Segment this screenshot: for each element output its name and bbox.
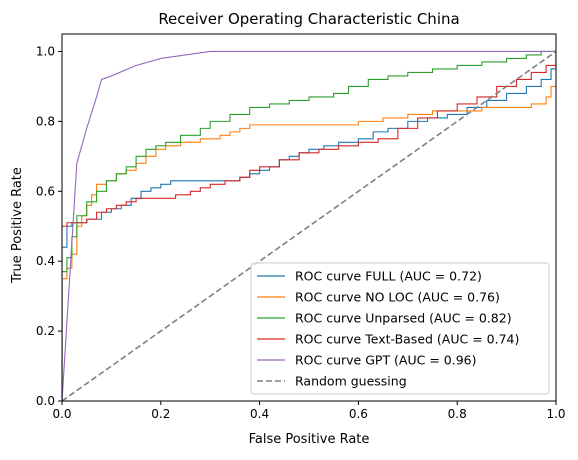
series-line-4 — [62, 54, 556, 401]
x-tick-label: 0.2 — [151, 407, 170, 421]
legend-label-4: ROC curve Text-Based (AUC = 0.74) — [295, 332, 519, 347]
y-tick-label: 0.6 — [36, 184, 55, 198]
series-line-5 — [62, 50, 556, 401]
x-tick-label: 1.0 — [546, 407, 565, 421]
legend-label-2: ROC curve NO LOC (AUC = 0.76) — [295, 290, 500, 305]
chart-title: Receiver Operating Characteristic China — [158, 10, 459, 28]
series-line-6 — [62, 50, 556, 401]
x-tick-label: 0.4 — [250, 407, 269, 421]
x-tick-label: 0.8 — [448, 407, 467, 421]
y-tick-label: 0.8 — [36, 114, 55, 128]
legend-box — [250, 262, 550, 395]
y-tick-label: 0.0 — [36, 394, 55, 408]
legend-label-1: ROC curve FULL (AUC = 0.72) — [295, 269, 482, 284]
legend-label-3: ROC curve Unparsed (AUC = 0.82) — [295, 311, 512, 326]
y-axis-label: True Positive Rate — [10, 167, 25, 284]
legend: ROC curve FULL (AUC = 0.72) ROC curve NO … — [250, 262, 550, 395]
y-tick-label: 0.4 — [36, 254, 55, 268]
x-tick-label: 0.0 — [52, 407, 71, 421]
series-line-3 — [62, 50, 556, 401]
y-tick-label: 1.0 — [36, 44, 55, 58]
x-axis-label: False Positive Rate — [249, 432, 370, 447]
legend-label-5: ROC curve GPT (AUC = 0.96) — [295, 353, 477, 368]
y-tick-label: 0.2 — [36, 324, 55, 338]
axes: 0.0 0.2 0.4 0.6 0.8 1.0 0.0 0.2 0.4 0.6 0.8 1.0 — [36, 33, 566, 421]
x-tick-label: 0.6 — [349, 407, 368, 421]
axes-frame — [61, 33, 557, 402]
legend-label-6: Random guessing — [295, 374, 407, 389]
plot-area — [62, 50, 556, 401]
